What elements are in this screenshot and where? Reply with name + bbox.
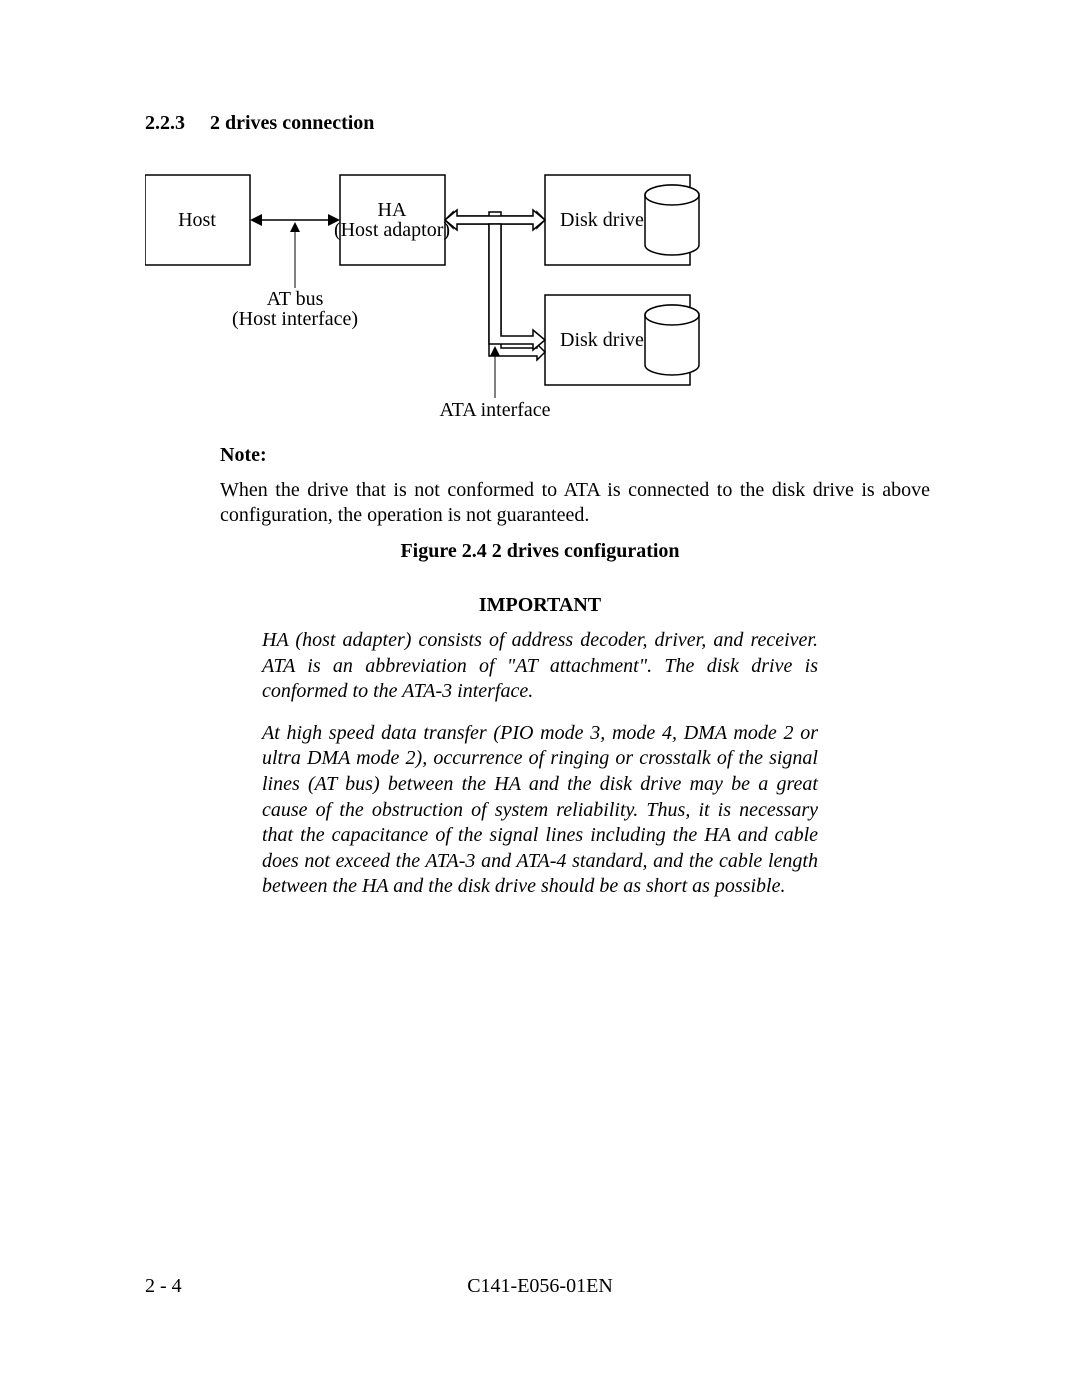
cylinder-1: [645, 305, 699, 375]
section-title: 2 drives connection: [210, 112, 374, 134]
figure-caption: Figure 2.4 2 drives configuration: [0, 540, 1080, 563]
arrow-left-head: [250, 214, 262, 226]
ha-label-1: HA: [378, 199, 407, 221]
ata-bus-overlay: [445, 210, 545, 350]
at-bus-pointer-head: [290, 222, 300, 232]
host-label: Host: [178, 209, 216, 231]
page: 2.2.3 2 drives connection Host HA (Host …: [0, 0, 1080, 1397]
important-label: IMPORTANT: [0, 594, 1080, 617]
note-body: When the drive that is not conformed to …: [220, 478, 930, 528]
ata-if-label: ATA interface: [439, 399, 550, 421]
important-p1: HA (host adapter) consists of address de…: [262, 628, 818, 705]
section-number: 2.2.3: [145, 112, 185, 134]
at-bus-label-2: (Host interface): [232, 308, 358, 330]
at-bus-label-1: AT bus: [267, 288, 324, 310]
ha-label-2: (Host adaptor): [334, 219, 450, 241]
important-body: HA (host adapter) consists of address de…: [262, 628, 818, 916]
section-heading: 2.2.3 2 drives connection: [145, 112, 374, 135]
footer-doc-id: C141-E056-01EN: [0, 1275, 1080, 1298]
drives-diagram: Host HA (Host adaptor) Disk drive #0 Dis…: [145, 170, 935, 430]
cylinder-0: [645, 185, 699, 255]
note-label: Note:: [220, 444, 267, 467]
important-p2: At high speed data transfer (PIO mode 3,…: [262, 721, 818, 900]
